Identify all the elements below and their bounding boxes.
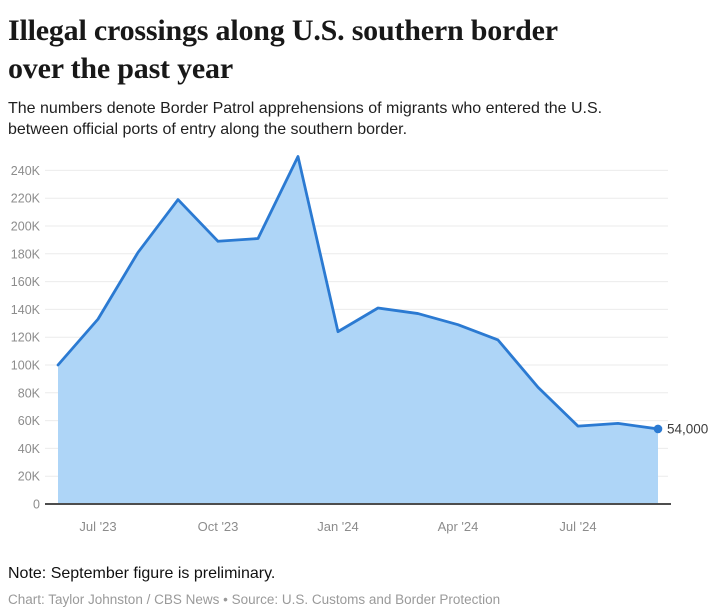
y-axis-tick-label: 160K	[11, 275, 41, 289]
y-axis-tick-label: 80K	[18, 386, 41, 400]
y-axis-tick-label: 20K	[18, 470, 41, 484]
x-axis-tick-label: Jul '24	[559, 519, 596, 534]
chart-area: 0 20K 40K 60K 80K 100K 120K 140K 160K 180K 200K 220…	[0, 140, 710, 545]
y-axis-tick-label: 0	[33, 498, 40, 512]
x-axis-tick-label: Oct '23	[198, 519, 239, 534]
x-axis-tick-label: Jan '24	[317, 519, 359, 534]
page-title: Illegal crossings along U.S. southern bo…	[8, 12, 710, 88]
chart-subtitle-line2: between official ports of entry along th…	[8, 121, 408, 138]
x-axis-tick-label: Apr '24	[438, 519, 479, 534]
y-axis-tick-label: 220K	[11, 192, 41, 206]
page-title-line2: over the past year	[8, 52, 233, 85]
chart-note: Note: September figure is preliminary.	[8, 565, 276, 582]
chart-credit: Chart: Taylor Johnston / CBS News • Sour…	[8, 592, 501, 607]
x-axis-tick-label: Jul '23	[79, 519, 116, 534]
page-title-line1: Illegal crossings along U.S. southern bo…	[8, 14, 558, 47]
y-axis-tick-label: 200K	[11, 220, 41, 234]
chart-subtitle: The numbers denote Border Patrol apprehe…	[8, 98, 710, 140]
y-axis-tick-label: 40K	[18, 442, 41, 456]
y-axis-tick-label: 100K	[11, 359, 41, 373]
y-axis-tick-label: 180K	[11, 247, 41, 261]
end-point-value-label: 54,000	[667, 421, 708, 436]
chart-subtitle-line1: The numbers denote Border Patrol apprehe…	[8, 100, 603, 117]
y-axis-tick-label: 60K	[18, 414, 41, 428]
y-axis-tick-label: 120K	[11, 331, 41, 345]
end-point-marker	[653, 424, 663, 434]
y-axis-tick-label: 140K	[11, 303, 41, 317]
area-fill	[58, 156, 658, 504]
y-axis-tick-label: 240K	[11, 164, 41, 178]
trend-line	[56, 155, 660, 431]
area-chart-svg: 0 20K 40K 60K 80K 100K 120K 140K 160K 180K 200K 220…	[11, 155, 708, 534]
